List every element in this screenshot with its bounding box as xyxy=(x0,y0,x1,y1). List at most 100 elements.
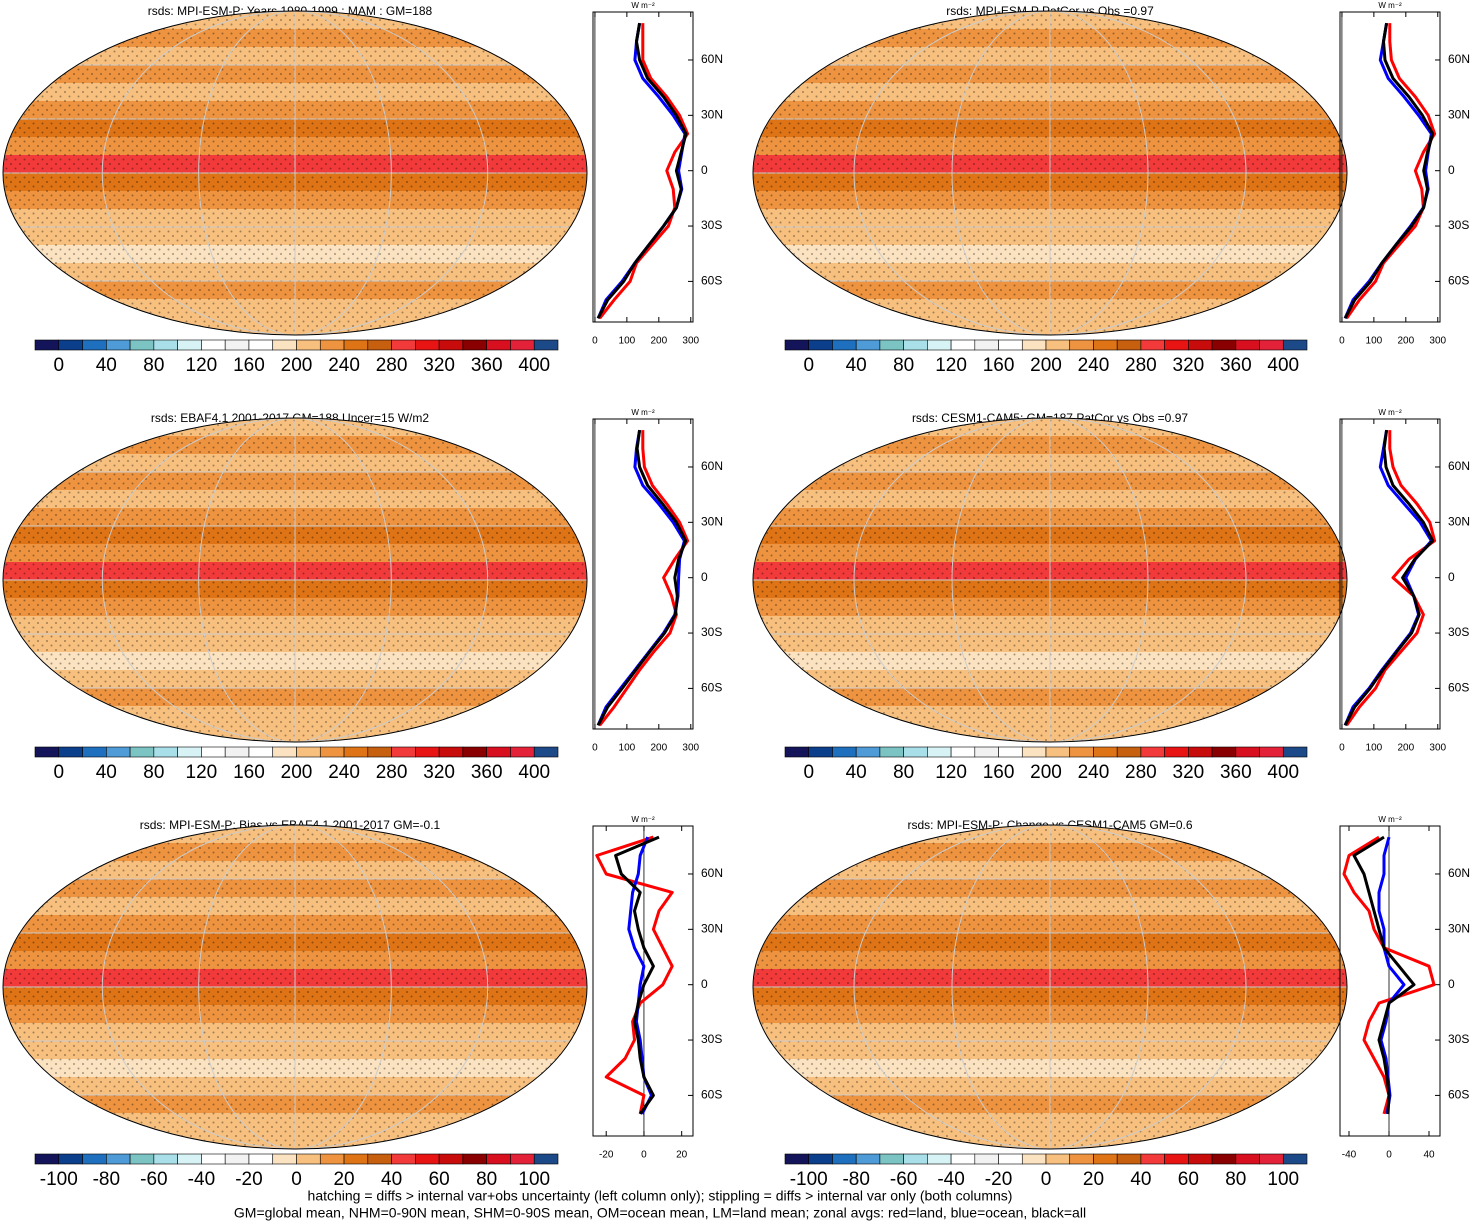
colorbar-box xyxy=(1282,746,1308,758)
colorbar-box xyxy=(974,746,999,758)
colorbar-box xyxy=(343,339,369,351)
x-tick-label: 200 xyxy=(650,336,667,347)
colorbar-box xyxy=(1235,746,1260,758)
y-tick-label: 30S xyxy=(701,625,722,639)
y-tick-label: 60S xyxy=(1448,1088,1469,1102)
colorbar-box xyxy=(391,746,416,758)
colorbar-box xyxy=(367,339,392,351)
colorbar-box xyxy=(391,1153,416,1165)
colorbar-box xyxy=(153,339,178,351)
colorbar-box xyxy=(808,339,833,351)
colorbar-box xyxy=(784,746,810,758)
y-tick-label: 0 xyxy=(1448,163,1455,177)
colorbar-box xyxy=(998,746,1023,758)
colorbar-box xyxy=(1045,339,1071,351)
plot-frame xyxy=(1339,418,1441,730)
colorbar-label: 120 xyxy=(186,762,218,783)
colorbar-box xyxy=(1235,1153,1260,1165)
colorbar-box xyxy=(533,746,559,758)
colorbar-box xyxy=(58,1153,83,1165)
x-tick-label: -40 xyxy=(1342,1150,1357,1161)
x-tick-label: 200 xyxy=(1397,336,1414,347)
colorbar-box xyxy=(82,746,107,758)
colorbar-label: 80 xyxy=(893,355,914,376)
colorbar-box xyxy=(1093,1153,1118,1165)
colorbar-label: 320 xyxy=(423,355,455,376)
colorbar-box xyxy=(248,339,274,351)
colorbar-label: -80 xyxy=(93,1169,120,1190)
colorbar-box xyxy=(129,746,155,758)
y-tick-label: 60N xyxy=(701,52,723,66)
colorbar-label: 40 xyxy=(96,762,117,783)
map xyxy=(753,825,1347,1149)
colorbar-box xyxy=(1069,746,1094,758)
colorbar-label: 60 xyxy=(429,1169,450,1190)
colorbar-label: 320 xyxy=(423,762,455,783)
colorbar-box xyxy=(879,339,904,351)
colorbar-box xyxy=(1093,746,1118,758)
x-axis-label: W m⁻² xyxy=(1378,408,1402,417)
colorbar-label: 40 xyxy=(1130,1169,1151,1190)
colorbar-box xyxy=(974,339,999,351)
colorbar-label: 60 xyxy=(1178,1169,1199,1190)
colorbar-label: 280 xyxy=(376,355,408,376)
colorbar-box xyxy=(438,746,464,758)
map-outline xyxy=(752,824,1348,1150)
x-tick-label: 100 xyxy=(619,743,636,754)
colorbar-label: -80 xyxy=(842,1169,869,1190)
colorbar-box xyxy=(808,746,833,758)
colorbar-box xyxy=(58,339,83,351)
colorbar-box xyxy=(367,1153,392,1165)
colorbar-label: 240 xyxy=(1078,762,1110,783)
colorbar-label: 20 xyxy=(1083,1169,1104,1190)
colorbar-box xyxy=(319,339,345,351)
graticule xyxy=(101,11,489,335)
colorbar-box xyxy=(974,1153,999,1165)
y-tick-label: 30N xyxy=(701,515,723,529)
plot-frame xyxy=(1339,825,1441,1137)
colorbar-box xyxy=(438,339,464,351)
y-tick-label: 60N xyxy=(701,459,723,473)
x-tick-label: 20 xyxy=(676,1150,688,1161)
graticule xyxy=(853,418,1247,742)
colorbar-box xyxy=(367,746,392,758)
colorbar-box xyxy=(879,1153,904,1165)
colorbar-box xyxy=(832,746,857,758)
colorbar-label: 360 xyxy=(1220,762,1252,783)
colorbar-box xyxy=(106,1153,131,1165)
colorbar-label: -40 xyxy=(188,1169,215,1190)
zonal-line xyxy=(1345,23,1437,320)
colorbar-box xyxy=(1282,339,1308,351)
colorbar-box xyxy=(950,1153,976,1165)
colorbar-box xyxy=(903,1153,928,1165)
colorbar-box xyxy=(129,1153,155,1165)
colorbar-box xyxy=(1021,1153,1047,1165)
colorbar-label: 280 xyxy=(1125,762,1157,783)
colorbar-box xyxy=(272,746,297,758)
x-tick-label: 200 xyxy=(650,743,667,754)
colorbar-label: -20 xyxy=(235,1169,262,1190)
colorbar-box xyxy=(950,339,976,351)
colorbar-box xyxy=(34,339,60,351)
colorbar-box xyxy=(34,1153,60,1165)
x-tick-label: 0 xyxy=(1339,336,1345,347)
y-tick-label: 0 xyxy=(701,163,708,177)
colorbar-box xyxy=(1140,1153,1165,1165)
colorbar-box xyxy=(832,339,857,351)
zonal-line xyxy=(1343,429,1435,726)
colorbar-label: 100 xyxy=(518,1169,550,1190)
colorbar-label: -100 xyxy=(790,1169,828,1190)
colorbar-box xyxy=(832,1153,857,1165)
colorbar-label: 160 xyxy=(983,762,1015,783)
colorbar-box xyxy=(201,746,226,758)
x-tick-label: 0 xyxy=(592,743,598,754)
colorbar-box xyxy=(1211,746,1237,758)
colorbar-label: 400 xyxy=(1267,762,1299,783)
colorbar-box xyxy=(248,746,274,758)
y-tick-label: 30N xyxy=(701,922,723,936)
colorbar-box xyxy=(391,339,416,351)
colorbar-box xyxy=(1164,339,1189,351)
colorbar-box xyxy=(462,1153,487,1165)
colorbar-label: 40 xyxy=(846,762,867,783)
y-tick-label: 30S xyxy=(701,218,722,232)
